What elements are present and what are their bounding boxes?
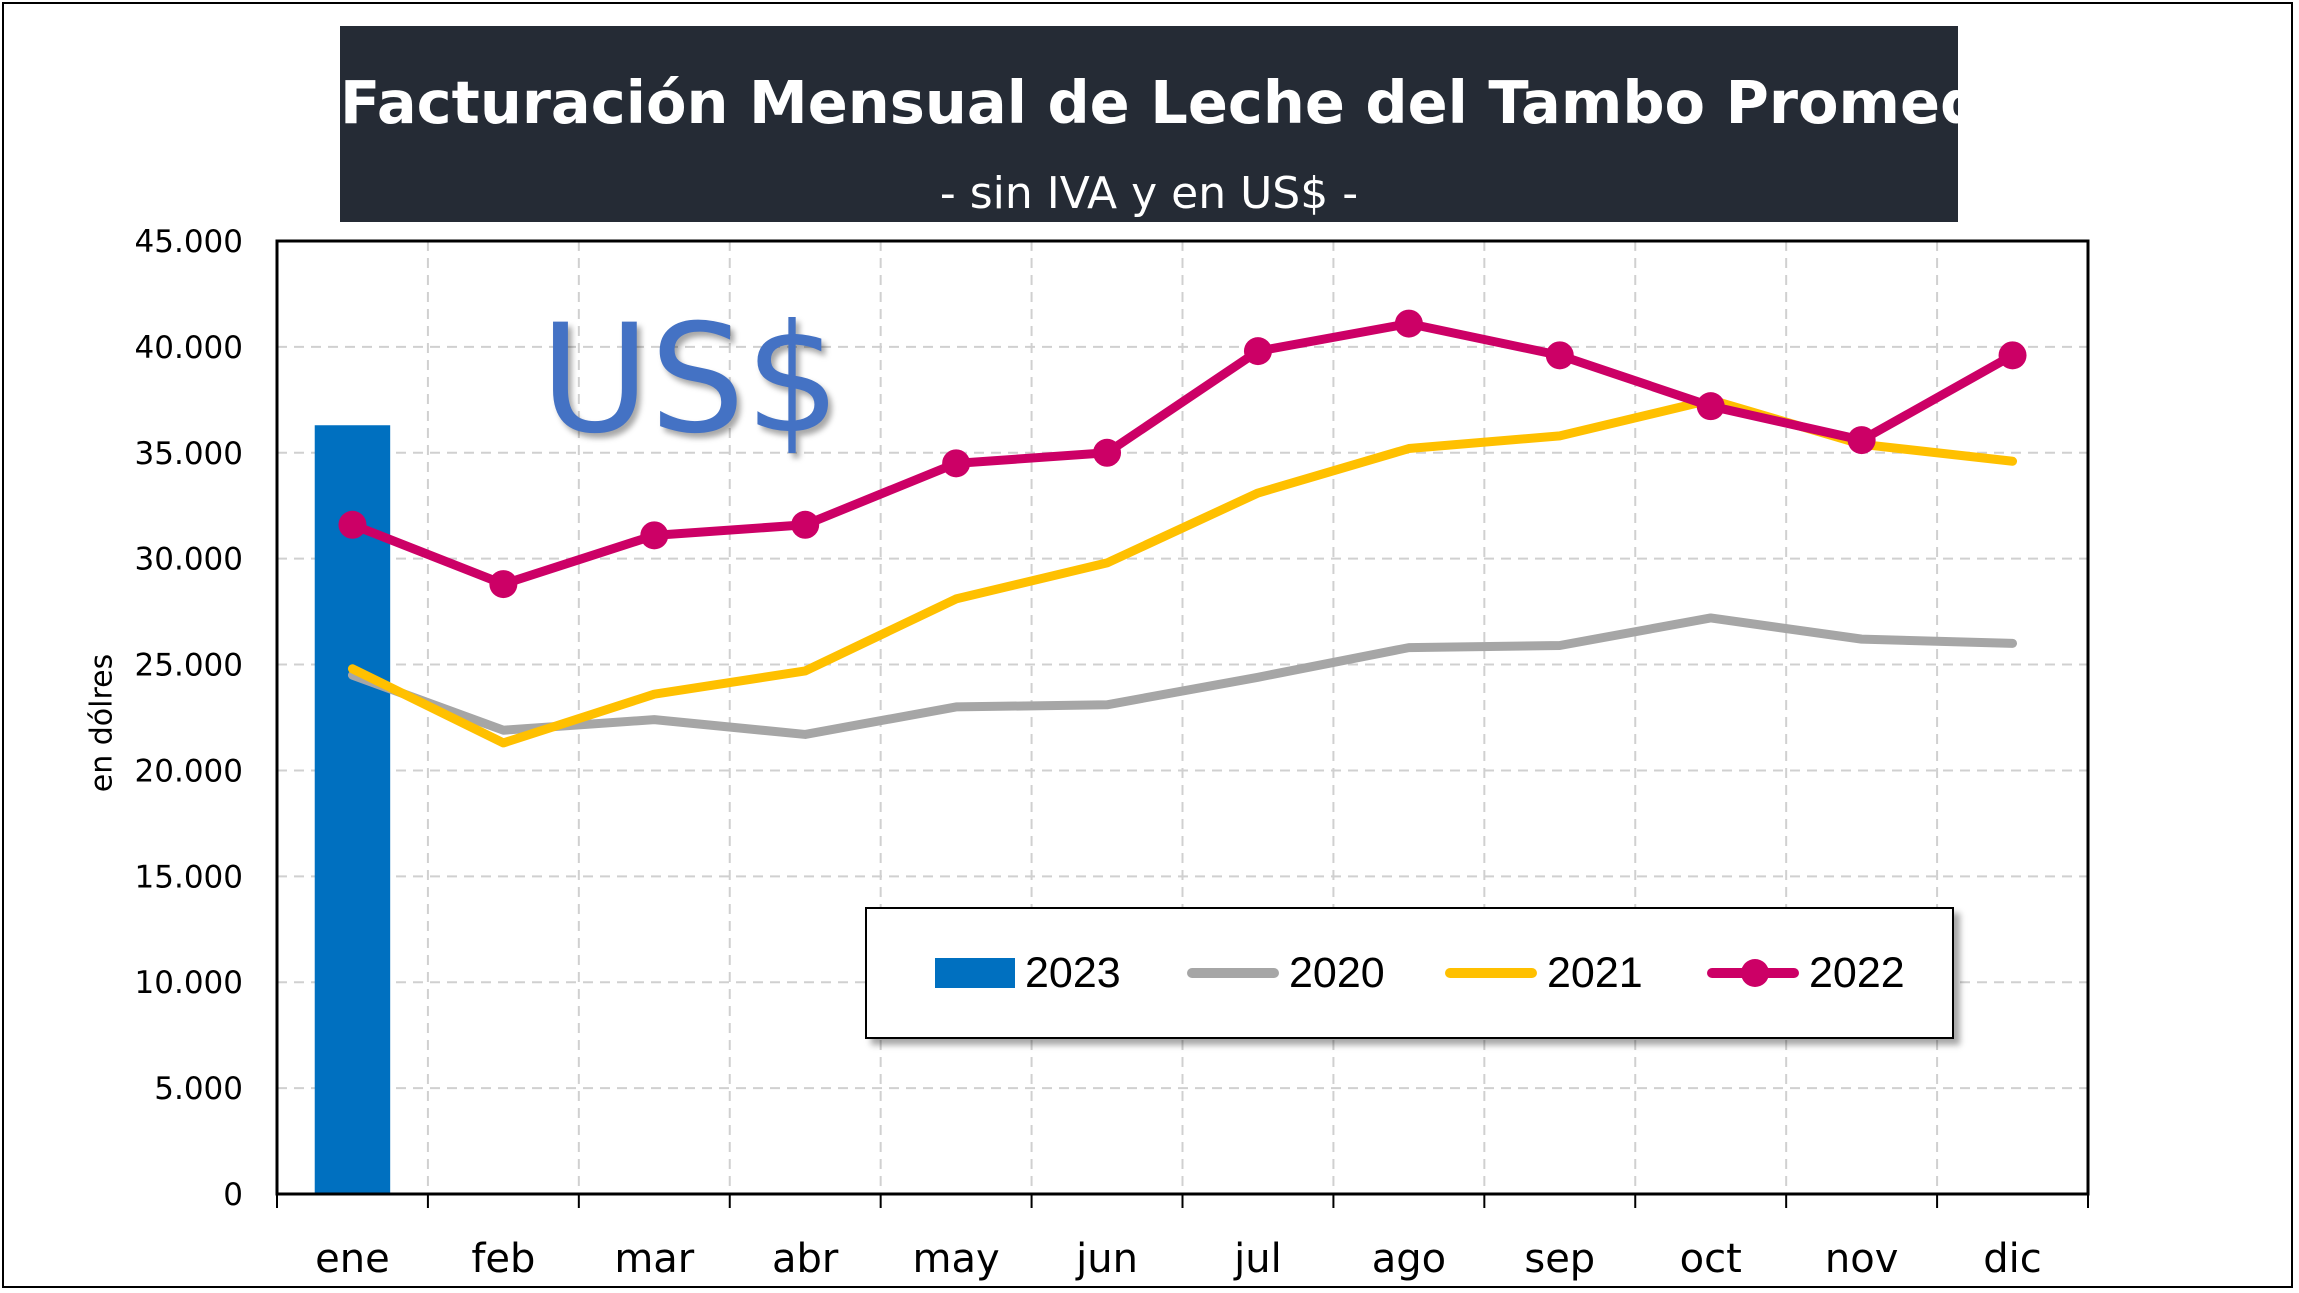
- point-2022-abr: [791, 510, 820, 539]
- x-tick-label: jul: [1233, 1236, 1282, 1282]
- legend-item-2022: 2022: [1707, 909, 1905, 1037]
- y-tick-label: 0: [223, 1177, 243, 1213]
- x-tick-label: jun: [1075, 1236, 1138, 1282]
- series-line-2022: [347, 319, 2018, 589]
- point-2022-mar: [640, 521, 669, 550]
- bar-2023-ene: [314, 425, 391, 1194]
- legend-item-2020: 2020: [1187, 909, 1385, 1037]
- x-tick-label: nov: [1825, 1236, 1899, 1282]
- point-2022-ene: [338, 510, 367, 539]
- x-tick-label: sep: [1524, 1236, 1595, 1282]
- y-tick-label: 25.000: [135, 648, 243, 684]
- currency-watermark: US$: [540, 293, 841, 467]
- legend-item-2023: 2023: [935, 909, 1121, 1037]
- line-series-layer: [338, 309, 2027, 748]
- x-tick-label: feb: [471, 1236, 535, 1282]
- point-2022-jul: [1243, 337, 1272, 366]
- y-tick-label: 20.000: [135, 753, 243, 789]
- legend-swatch-2021: [1445, 968, 1537, 978]
- point-2022-ago: [1394, 309, 1423, 338]
- x-tick-label: mar: [614, 1236, 694, 1282]
- y-tick-label: 5.000: [154, 1071, 243, 1107]
- chart-subtitle: - sin IVA y en US$ -: [939, 168, 1359, 219]
- point-2022-nov: [1847, 426, 1876, 455]
- point-2022-jun: [1093, 438, 1122, 467]
- legend-swatch-2022: [1707, 959, 1799, 987]
- legend-swatch-2020: [1187, 968, 1279, 978]
- y-tick-label: 30.000: [135, 542, 243, 578]
- point-2022-dic: [1998, 341, 2027, 370]
- x-tick-label: abr: [772, 1236, 839, 1282]
- y-tick-label: 40.000: [135, 330, 243, 366]
- legend-label-2021: 2021: [1547, 948, 1643, 997]
- x-tick-label: ago: [1372, 1236, 1446, 1282]
- bar-series-layer: [314, 425, 391, 1194]
- point-2022-sep: [1545, 341, 1574, 370]
- x-tick-label: ene: [315, 1236, 390, 1282]
- y-tick-label: 35.000: [135, 436, 243, 472]
- x-tick-label: dic: [1983, 1236, 2042, 1282]
- chart-title-box: Facturación Mensual de Leche del Tambo P…: [340, 26, 2043, 222]
- legend-swatch-2023: [935, 958, 1015, 988]
- series-line-2020: [347, 613, 2018, 739]
- x-tick-label: oct: [1680, 1236, 1742, 1282]
- x-tick-label: may: [913, 1236, 1000, 1282]
- legend-label-2023: 2023: [1025, 948, 1121, 997]
- y-tick-label: 45.000: [135, 224, 243, 260]
- y-tick-label: 15.000: [135, 859, 243, 895]
- point-2022-feb: [489, 570, 518, 599]
- legend-marker-2022: [1741, 959, 1769, 987]
- legend-label-2022: 2022: [1809, 948, 1905, 997]
- chart-legend: 2023 2020 2021 2022: [865, 907, 1954, 1039]
- chart-title: Facturación Mensual de Leche del Tambo P…: [340, 68, 2043, 137]
- legend-item-2021: 2021: [1445, 909, 1643, 1037]
- legend-label-2020: 2020: [1289, 948, 1385, 997]
- point-2022-oct: [1696, 392, 1725, 421]
- y-tick-label: 10.000: [135, 965, 243, 1001]
- axes: 0 5.000 10.000 15.000 20.000 25.000 30.000 35.0…: [135, 224, 2090, 1282]
- point-2022-may: [942, 449, 971, 478]
